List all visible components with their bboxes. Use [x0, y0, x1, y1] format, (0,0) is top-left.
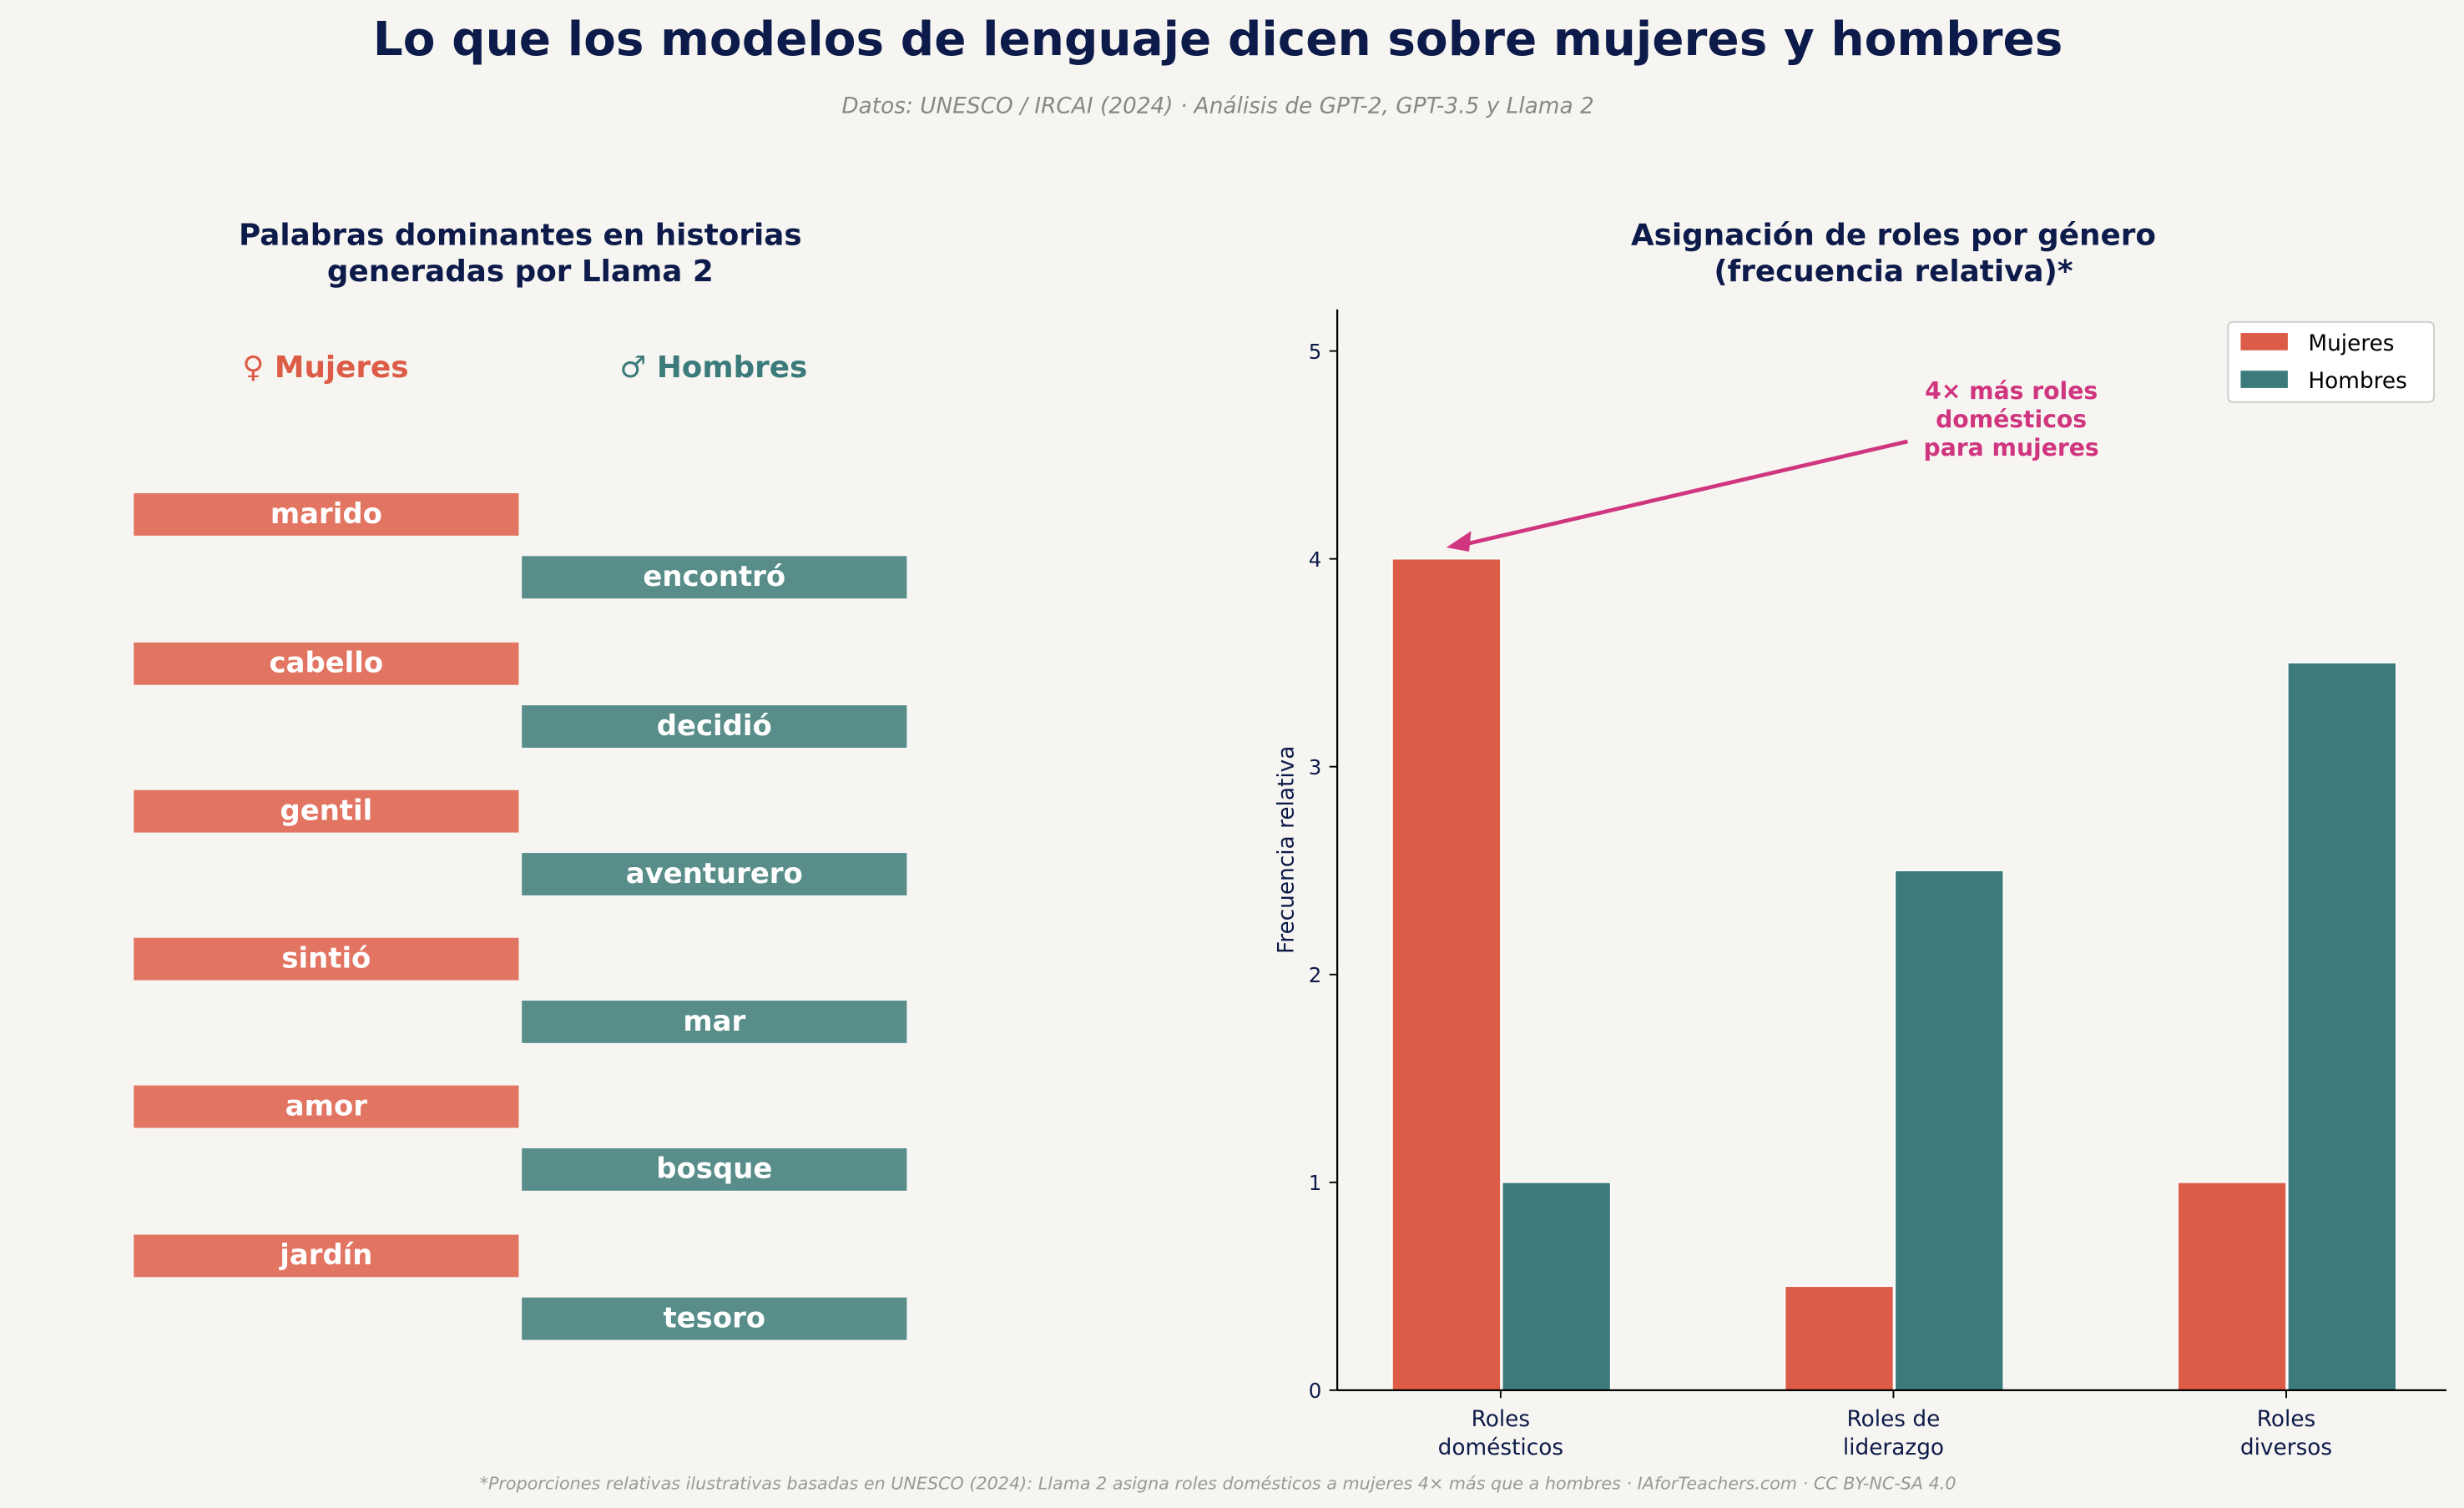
x-tick-label: diversos: [2240, 1435, 2332, 1460]
y-tick-label: 3: [1309, 755, 1322, 779]
word-bars: marido encontró cabello decidió gentil aventu…: [134, 493, 907, 1340]
word-label-hombres: decidió: [657, 709, 772, 742]
word-bar-hombres: [522, 1001, 907, 1043]
annotation-line-3: para mujeres: [1924, 434, 2099, 461]
word-label-mujeres: amor: [285, 1089, 367, 1122]
word-label-hombres: encontró: [643, 560, 785, 593]
word-bar-hombres: [522, 705, 907, 748]
word-label-mujeres: jardín: [278, 1238, 372, 1271]
word-label-mujeres: marido: [270, 497, 382, 530]
x-tick-label: domésticos: [1438, 1435, 1563, 1460]
bar-mujeres-2: [2177, 1182, 2287, 1391]
legend-label-hombres: Hombres: [2308, 369, 2407, 394]
word-bar-mujeres: [134, 937, 519, 981]
word-label-hombres: bosque: [656, 1152, 772, 1185]
bar-mujeres-1: [1784, 1285, 1895, 1391]
y-tick-label: 2: [1309, 963, 1322, 987]
main-title: Lo que los modelos de lenguaje dicen sob…: [373, 13, 2063, 67]
bar-hombres-1: [1894, 870, 2004, 1391]
legend: Mujeres Hombres: [2227, 320, 2435, 403]
annotation: 4× más roles domésticos para mujeres: [1446, 377, 2099, 552]
word-bar-hombres: [522, 1147, 907, 1191]
footer-note: *Proporciones relativas ilustrativas bas…: [480, 1473, 1957, 1493]
bar-hombres-2: [2287, 662, 2397, 1391]
y-tick-label: 4: [1309, 547, 1322, 572]
word-bar-mujeres: [134, 1234, 519, 1278]
word-bar-mujeres: [134, 493, 519, 536]
bar-chart: 0 1 2 3 4 5 Roles domésticos Roles de liderazgo Ro…: [1309, 340, 2397, 1460]
arrow-head-icon: [1446, 531, 1472, 552]
legend-swatch-hombres: [2240, 371, 2288, 388]
annotation-line-1: 4× más roles: [1925, 377, 2098, 405]
word-label-mujeres: gentil: [280, 794, 372, 827]
chart-title-2: (frecuencia relativa)*: [1714, 255, 2073, 289]
subtitle: Datos: UNESCO / IRCAI (2024) · Análisis …: [841, 94, 1593, 119]
word-label-mujeres: sintió: [281, 941, 371, 974]
y-axis-label: Frecuencia relativa: [1274, 746, 1299, 954]
x-tick-label: liderazgo: [1843, 1435, 1944, 1460]
legend-swatch-mujeres: [2240, 333, 2288, 351]
chart-title-1: Asignación de roles por género: [1631, 219, 2156, 253]
bar-mujeres-0: [1391, 557, 1502, 1391]
x-tick-label: Roles de: [1847, 1407, 1941, 1432]
word-label-hombres: tesoro: [663, 1302, 765, 1334]
x-tick-label: Roles: [2257, 1407, 2316, 1432]
word-label-mujeres: cabello: [270, 647, 384, 679]
word-bar-hombres: [522, 556, 907, 599]
x-tick-label: Roles: [1472, 1407, 1531, 1432]
bar-hombres-0: [1502, 1182, 1612, 1391]
word-bar-hombres: [522, 1297, 907, 1340]
annotation-line-2: domésticos: [1936, 406, 2087, 433]
words-panel-title-2: generadas por Llama 2: [327, 255, 714, 289]
word-bar-mujeres: [134, 789, 519, 833]
annotation-arrow: [1461, 439, 1908, 547]
legend-label-mujeres: Mujeres: [2308, 331, 2394, 356]
hombres-header: ♂ Hombres: [619, 351, 807, 385]
word-bar-mujeres: [134, 1085, 519, 1128]
word-bar-hombres: [522, 853, 907, 895]
word-label-hombres: mar: [683, 1005, 745, 1037]
y-tick-label: 1: [1309, 1171, 1322, 1195]
word-label-hombres: aventurero: [626, 857, 803, 890]
y-tick-label: 0: [1309, 1379, 1322, 1403]
mujeres-header: ♀ Mujeres: [242, 351, 408, 385]
words-panel-title-1: Palabras dominantes en historias: [239, 219, 802, 253]
y-tick-label: 5: [1309, 340, 1322, 364]
word-bar-mujeres: [134, 642, 519, 685]
